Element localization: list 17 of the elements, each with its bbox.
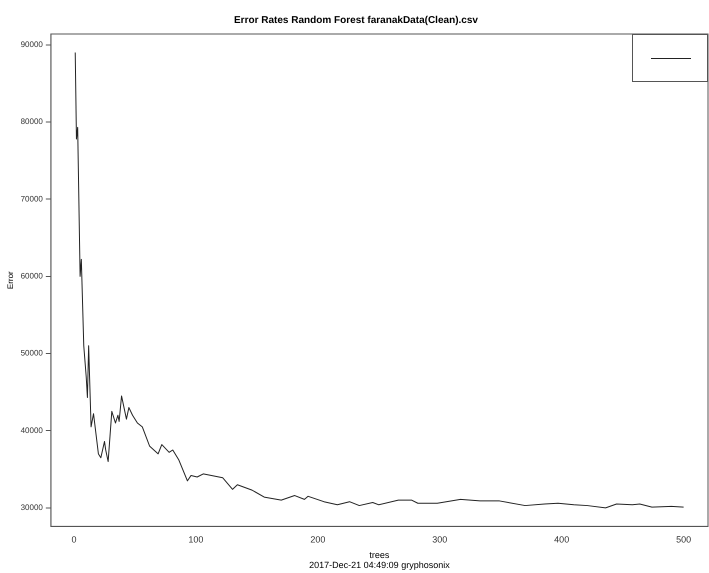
y-tick-label: 50000 [20,348,44,358]
x-tick-label: 200 [310,534,326,544]
y-tick-label: 60000 [20,272,44,281]
x-tick-label: 500 [676,534,692,544]
x-tick-label: 400 [554,534,570,544]
x-axis-title: trees [369,550,390,560]
y-tick-label: 30000 [20,503,44,512]
y-tick-label: 80000 [20,117,44,126]
y-tick-label: 90000 [20,40,44,50]
y-tick-label: 40000 [20,426,44,435]
x-tick-label: 0 [72,534,77,544]
y-axis-title: Error [6,270,16,290]
chart-title: Error Rates Random Forest faranakData(Clean).csv [234,14,478,26]
text: 2017-Dec-21 04:49:09 gryphosonix [309,560,450,570]
x-tick-label: 300 [432,534,448,544]
x-tick-label: 100 [188,534,204,544]
y-tick-label: 70000 [20,194,44,204]
